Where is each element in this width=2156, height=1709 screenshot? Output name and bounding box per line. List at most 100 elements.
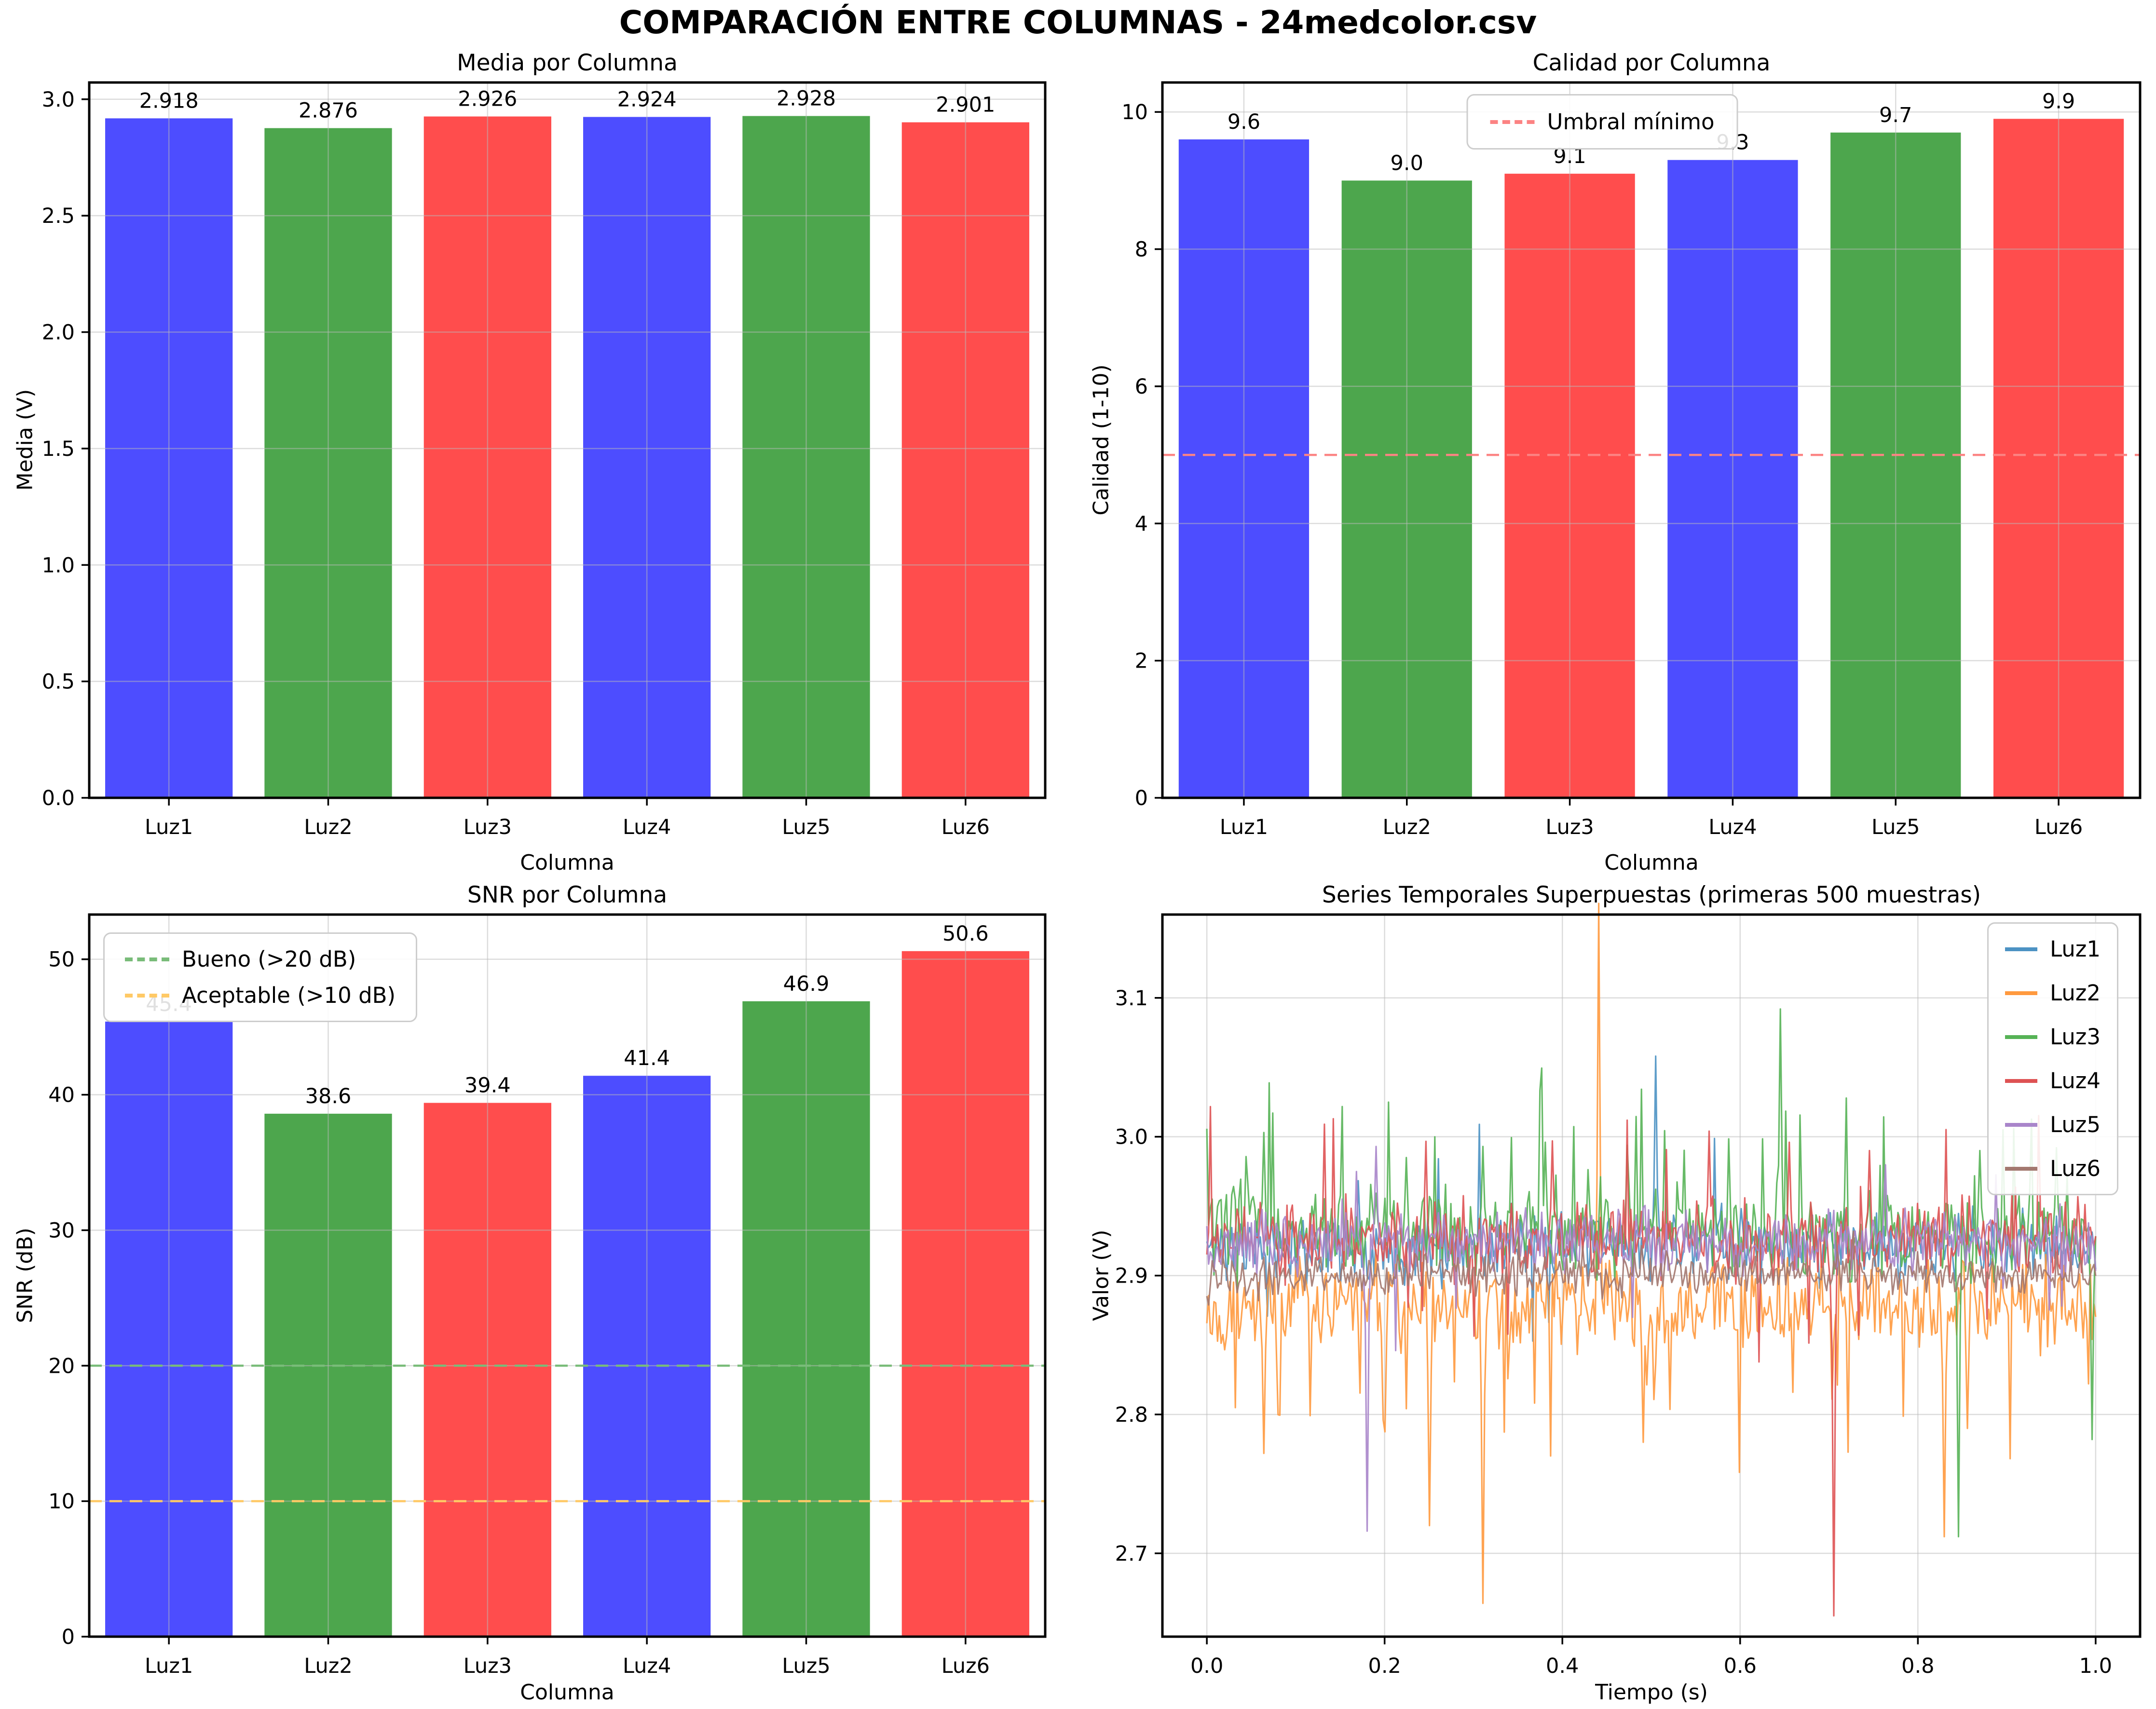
snr-x-axis-label: Columna xyxy=(520,1680,614,1705)
snr-x-tick-label: Luz2 xyxy=(304,1654,352,1678)
snr-bar-value-label: 38.6 xyxy=(305,1084,352,1108)
calidad-legend-label: Umbral mínimo xyxy=(1547,109,1715,135)
series-legend-label: Luz5 xyxy=(2049,1112,2101,1137)
series-x-tick-label: 1.0 xyxy=(2079,1654,2112,1678)
snr-y-tick-label: 30 xyxy=(48,1218,75,1243)
media-x-tick-label: Luz1 xyxy=(145,815,193,839)
snr-bar-value-label: 50.6 xyxy=(942,922,989,946)
snr-bar-value-label: 41.4 xyxy=(624,1046,670,1070)
media-y-tick-label: 2.5 xyxy=(42,204,75,228)
calidad-y-tick-label: 4 xyxy=(1135,512,1148,536)
series-chart-title: Series Temporales Superpuestas (primeras… xyxy=(1322,882,1981,908)
calidad-bar-value-label: 9.6 xyxy=(1228,110,1260,134)
media-y-tick-label: 2.0 xyxy=(42,321,75,345)
series-legend-item: Luz6 xyxy=(2005,1156,2101,1181)
dashed-line-swatch-icon xyxy=(1490,120,1535,124)
line-swatch-icon xyxy=(2005,1035,2037,1039)
snr-y-tick-label: 20 xyxy=(48,1354,75,1378)
media-x-tick-label: Luz5 xyxy=(782,815,830,839)
snr-legend-item: Aceptable (>10 dB) xyxy=(125,983,396,1008)
media-y-axis-label: Media (V) xyxy=(13,389,38,491)
dashed-line-swatch-icon xyxy=(125,957,169,961)
calidad-y-tick-label: 0 xyxy=(1135,786,1148,810)
series-line-Luz5 xyxy=(1206,1146,2097,1532)
snr-legend-label: Aceptable (>10 dB) xyxy=(182,983,396,1008)
series-line-Luz6 xyxy=(1206,1230,2097,1306)
snr-x-tick-label: Luz4 xyxy=(623,1654,671,1678)
series-line-Luz2 xyxy=(1206,902,2097,1604)
snr-bar-value-label: 39.4 xyxy=(464,1073,511,1097)
snr-legend: Bueno (>20 dB) Aceptable (>10 dB) xyxy=(103,932,418,1022)
series-y-tick-label: 2.7 xyxy=(1115,1542,1148,1566)
media-chart-title: Media por Columna xyxy=(457,50,678,76)
series-legend-label: Luz6 xyxy=(2049,1156,2101,1181)
calidad-x-axis-label: Columna xyxy=(1604,850,1699,875)
line-swatch-icon xyxy=(2005,991,2037,995)
series-legend-label: Luz2 xyxy=(2049,980,2101,1006)
calidad-y-tick-label: 8 xyxy=(1135,238,1148,262)
media-bar-value-label: 2.928 xyxy=(777,87,836,111)
series-legend-label: Luz1 xyxy=(2049,936,2101,962)
snr-chart-title: SNR por Columna xyxy=(467,882,668,908)
series-legend-item: Luz3 xyxy=(2005,1024,2101,1050)
calidad-x-tick-label: Luz5 xyxy=(1871,815,1920,839)
media-axes-frame xyxy=(88,81,1047,799)
snr-y-axis-label: SNR (dB) xyxy=(13,1228,38,1323)
dashed-line-swatch-icon xyxy=(125,993,169,998)
media-y-tick-label: 3.0 xyxy=(42,88,75,112)
snr-x-tick-label: Luz1 xyxy=(145,1654,193,1678)
line-swatch-icon xyxy=(2005,1079,2037,1083)
series-x-tick-label: 0.0 xyxy=(1190,1654,1223,1678)
media-bar-value-label: 2.924 xyxy=(617,87,677,111)
snr-x-tick-label: Luz3 xyxy=(464,1654,512,1678)
series-y-tick-label: 2.9 xyxy=(1115,1264,1148,1288)
snr-legend-label: Bueno (>20 dB) xyxy=(182,946,356,972)
snr-y-tick-label: 50 xyxy=(48,948,75,972)
snr-axes-frame xyxy=(88,913,1047,1638)
media-bar-value-label: 2.926 xyxy=(458,87,517,111)
series-x-tick-label: 0.6 xyxy=(1724,1654,1757,1678)
calidad-bar-value-label: 9.7 xyxy=(1879,103,1912,127)
media-y-tick-label: 0.5 xyxy=(42,670,75,694)
series-y-tick-label: 3.1 xyxy=(1115,986,1148,1011)
media-bar-value-label: 2.918 xyxy=(139,89,199,113)
calidad-y-axis-label: Calidad (1-10) xyxy=(1089,364,1114,516)
media-x-tick-label: Luz6 xyxy=(942,815,990,839)
series-x-tick-label: 0.8 xyxy=(1901,1654,1934,1678)
calidad-axes-frame xyxy=(1161,81,2142,799)
calidad-x-tick-label: Luz6 xyxy=(2034,815,2083,839)
series-y-tick-label: 3.0 xyxy=(1115,1125,1148,1149)
calidad-bar-value-label: 9.0 xyxy=(1391,151,1423,175)
series-legend-item: Luz4 xyxy=(2005,1068,2101,1094)
snr-y-tick-label: 10 xyxy=(48,1490,75,1514)
calidad-x-tick-label: Luz1 xyxy=(1220,815,1268,839)
snr-y-tick-label: 0 xyxy=(62,1625,75,1649)
series-legend-item: Luz5 xyxy=(2005,1112,2101,1137)
media-x-tick-label: Luz2 xyxy=(304,815,352,839)
calidad-y-tick-label: 10 xyxy=(1121,100,1148,124)
series-y-axis-label: Valor (V) xyxy=(1089,1230,1114,1321)
calidad-bar-value-label: 9.9 xyxy=(2042,89,2075,113)
figure-title: COMPARACIÓN ENTRE COLUMNAS - 24medcolor.… xyxy=(619,4,1537,41)
calidad-legend-item: Umbral mínimo xyxy=(1490,109,1715,135)
snr-legend-item: Bueno (>20 dB) xyxy=(125,946,396,972)
media-y-tick-label: 0.0 xyxy=(42,786,75,810)
media-x-tick-label: Luz4 xyxy=(623,815,671,839)
media-bar-value-label: 2.901 xyxy=(936,93,995,117)
snr-x-tick-label: Luz6 xyxy=(942,1654,990,1678)
calidad-legend: Umbral mínimo xyxy=(1466,94,1738,150)
media-y-tick-label: 1.5 xyxy=(42,437,75,461)
series-legend-item: Luz2 xyxy=(2005,980,2101,1006)
calidad-y-tick-label: 2 xyxy=(1135,649,1148,673)
series-x-tick-label: 0.2 xyxy=(1368,1654,1401,1678)
snr-x-tick-label: Luz5 xyxy=(782,1654,830,1678)
calidad-y-tick-label: 6 xyxy=(1135,375,1148,399)
series-x-tick-label: 0.4 xyxy=(1546,1654,1579,1678)
series-legend: Luz1 Luz2 Luz3 Luz4 Luz5 Luz6 xyxy=(1987,922,2118,1195)
series-x-axis-label: Tiempo (s) xyxy=(1595,1680,1708,1705)
series-legend-label: Luz3 xyxy=(2049,1024,2101,1050)
line-swatch-icon xyxy=(2005,1166,2037,1171)
series-legend-item: Luz1 xyxy=(2005,936,2101,962)
line-swatch-icon xyxy=(2005,1122,2037,1127)
